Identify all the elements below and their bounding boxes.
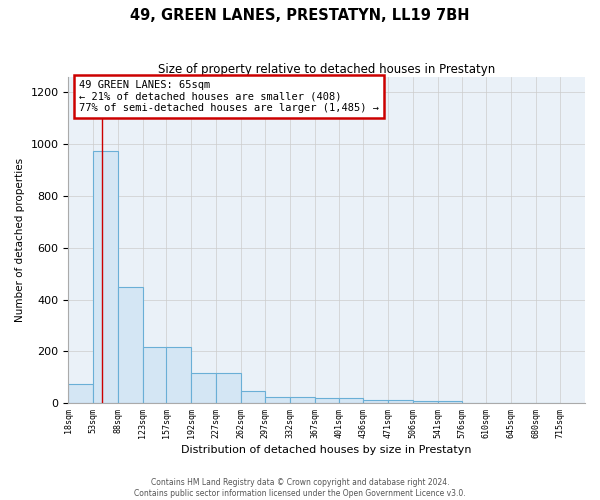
Bar [338,398,364,403]
Bar [388,400,413,403]
Text: 49 GREEN LANES: 65sqm
← 21% of detached houses are smaller (408)
77% of semi-det: 49 GREEN LANES: 65sqm ← 21% of detached … [79,80,379,113]
Bar [290,396,315,403]
Bar [93,150,118,403]
Bar [191,374,216,403]
Bar [265,396,290,403]
Y-axis label: Number of detached properties: Number of detached properties [15,158,25,322]
Title: Size of property relative to detached houses in Prestatyn: Size of property relative to detached ho… [158,62,496,76]
Bar [143,348,167,403]
Bar [216,374,241,403]
Text: Contains HM Land Registry data © Crown copyright and database right 2024.
Contai: Contains HM Land Registry data © Crown c… [134,478,466,498]
Bar [166,348,191,403]
X-axis label: Distribution of detached houses by size in Prestatyn: Distribution of detached houses by size … [181,445,472,455]
Text: 49, GREEN LANES, PRESTATYN, LL19 7BH: 49, GREEN LANES, PRESTATYN, LL19 7BH [130,8,470,22]
Bar [118,286,143,403]
Bar [413,400,437,403]
Bar [315,398,340,403]
Bar [364,400,388,403]
Bar [241,391,265,403]
Bar [437,401,462,403]
Bar [68,384,93,403]
